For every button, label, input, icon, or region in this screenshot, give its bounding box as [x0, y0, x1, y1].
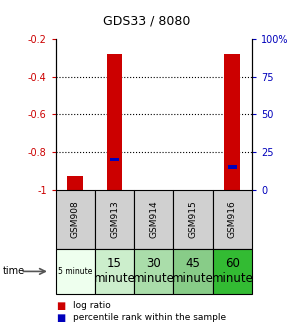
Text: GSM916: GSM916: [228, 200, 237, 238]
FancyBboxPatch shape: [56, 190, 95, 249]
Bar: [107, 54, 122, 190]
Text: GSM908: GSM908: [71, 200, 80, 238]
Text: GDS33 / 8080: GDS33 / 8080: [103, 15, 190, 28]
Text: 5 minute: 5 minute: [58, 267, 93, 276]
FancyBboxPatch shape: [213, 190, 252, 249]
FancyBboxPatch shape: [213, 249, 252, 294]
Bar: [228, 165, 237, 169]
Bar: [110, 158, 119, 161]
Text: ■: ■: [56, 301, 65, 311]
Text: GSM914: GSM914: [149, 200, 158, 238]
FancyBboxPatch shape: [173, 190, 213, 249]
FancyBboxPatch shape: [95, 249, 134, 294]
Text: 30
minute: 30 minute: [133, 257, 175, 285]
Text: 60
minute: 60 minute: [212, 257, 253, 285]
Bar: [224, 54, 240, 190]
Text: log ratio: log ratio: [73, 301, 111, 310]
FancyBboxPatch shape: [173, 249, 213, 294]
FancyBboxPatch shape: [134, 249, 173, 294]
Text: GSM915: GSM915: [189, 200, 197, 238]
Text: 15
minute: 15 minute: [94, 257, 135, 285]
FancyBboxPatch shape: [56, 249, 95, 294]
FancyBboxPatch shape: [134, 190, 173, 249]
FancyBboxPatch shape: [95, 190, 134, 249]
Text: ■: ■: [56, 313, 65, 323]
Text: time: time: [3, 267, 25, 276]
Text: 45
minute: 45 minute: [172, 257, 214, 285]
Text: GSM913: GSM913: [110, 200, 119, 238]
Bar: [67, 177, 83, 190]
Text: percentile rank within the sample: percentile rank within the sample: [73, 313, 226, 322]
